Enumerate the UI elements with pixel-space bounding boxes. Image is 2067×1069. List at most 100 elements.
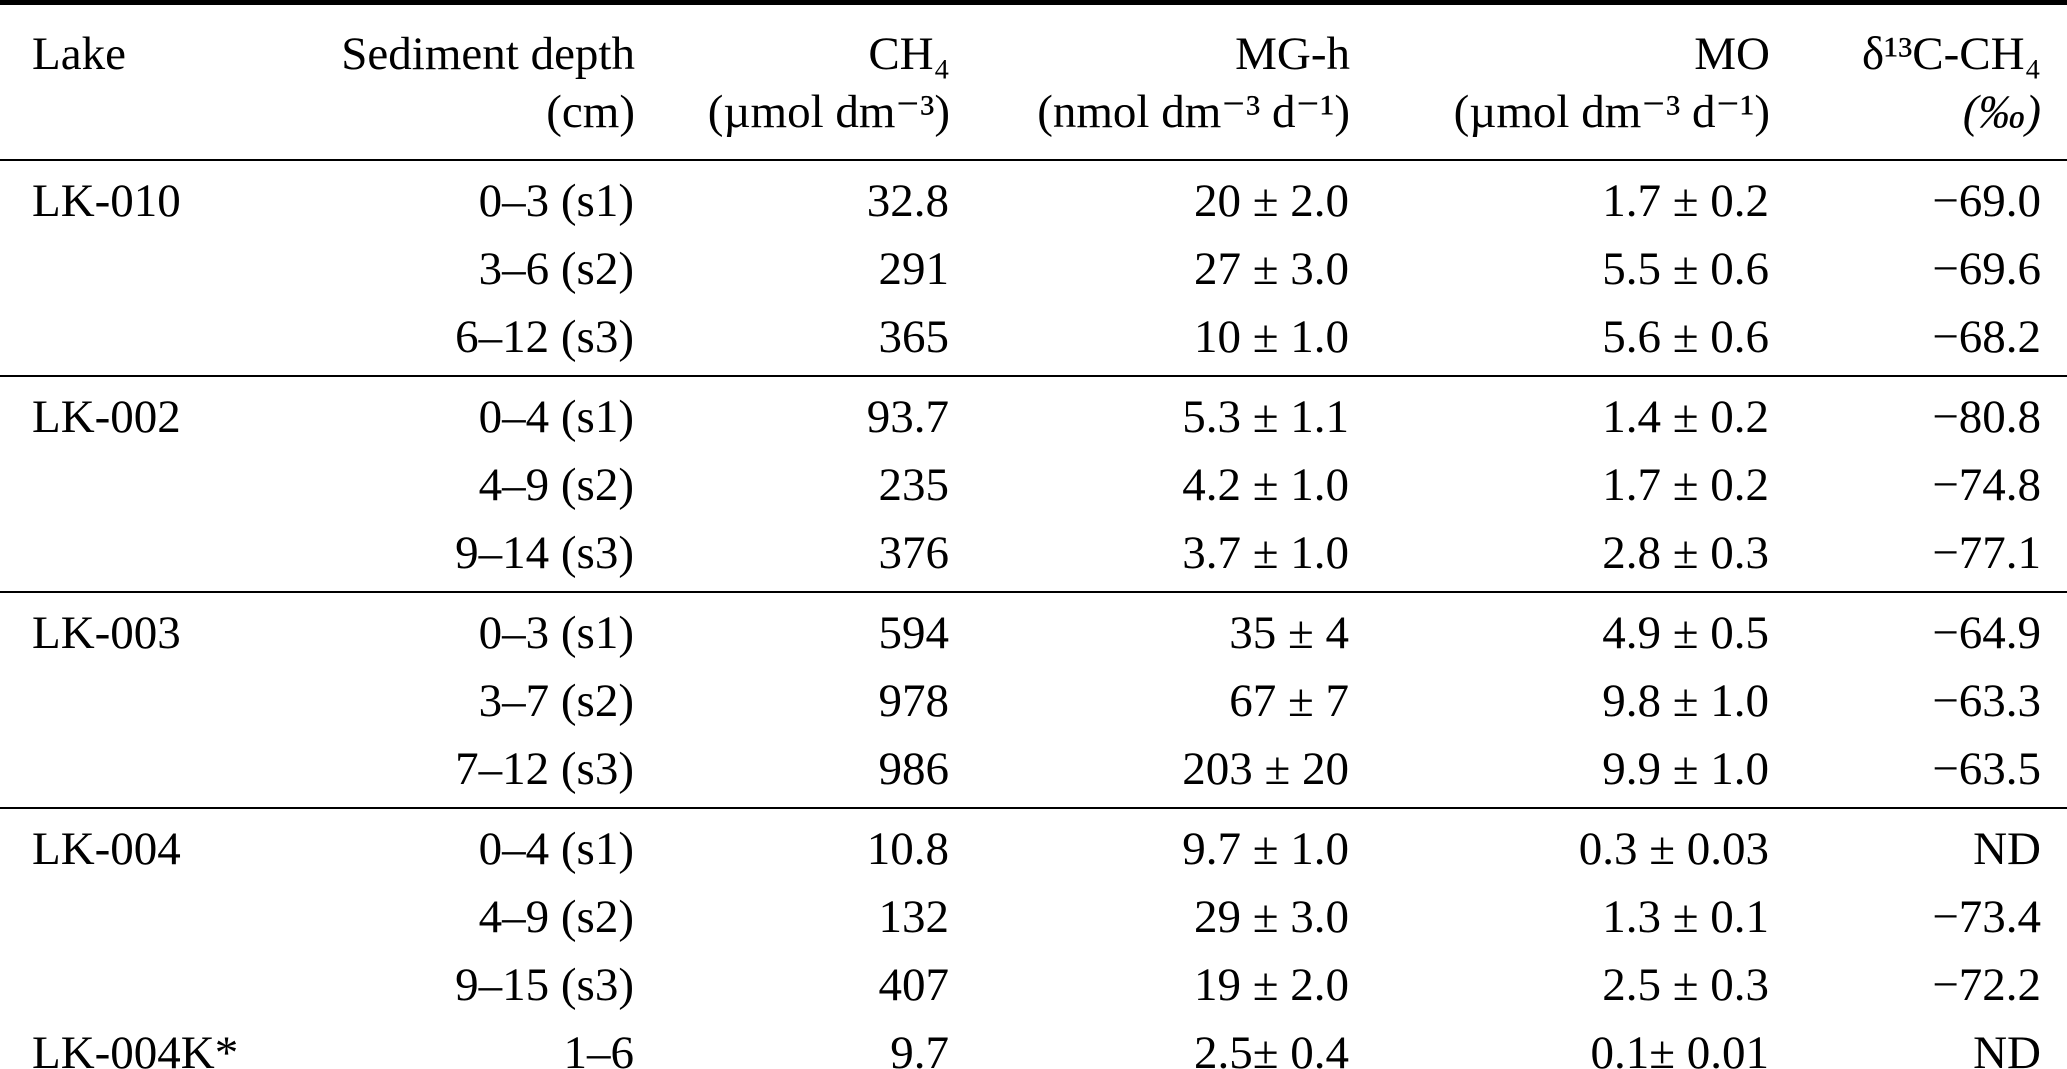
- value-cell: ND: [1973, 823, 2041, 875]
- table-row: 4–9 (s2) 235 4.2 ± 1.0 1.7 ± 0.2 −74.8: [0, 451, 2067, 519]
- lake-cell: [0, 303, 320, 376]
- column-label: Sediment depth: [341, 28, 635, 80]
- value-cell: ND: [1973, 1027, 2041, 1069]
- value-cell: 0–3 (s1): [478, 607, 634, 659]
- value-cell: 1.7 ± 0.2: [1602, 175, 1769, 227]
- table-row: 4–9 (s2) 132 29 ± 3.0 1.3 ± 0.1 −73.4: [0, 883, 2067, 951]
- value-cell: −63.5: [1932, 743, 2041, 795]
- value-cell: 10.8: [866, 823, 949, 875]
- value-cell: 235: [878, 459, 950, 511]
- value-cell: 3–7 (s2): [478, 675, 634, 727]
- value-cell: 5.6 ± 0.6: [1602, 311, 1769, 363]
- column-label: MG-h: [1235, 28, 1350, 80]
- value-cell: 4–9 (s2): [478, 459, 634, 511]
- value-cell: 9.9 ± 1.0: [1602, 743, 1769, 795]
- value-cell: 27 ± 3.0: [1193, 243, 1349, 295]
- value-cell: 407: [878, 959, 950, 1011]
- value-cell: −77.1: [1932, 527, 2041, 579]
- value-cell: 978: [878, 675, 950, 727]
- value-cell: 4.2 ± 1.0: [1182, 459, 1349, 511]
- value-cell: −69.0: [1932, 175, 2041, 227]
- value-cell: 6–12 (s3): [455, 311, 634, 363]
- value-cell: 2.5± 0.4: [1193, 1027, 1349, 1069]
- lake-group-lk-002: LK-002 0–4 (s1) 93.7 5.3 ± 1.1 1.4 ± 0.2 −80.…: [0, 376, 2067, 592]
- value-cell: −64.9: [1932, 607, 2041, 659]
- lake-cell: [0, 883, 320, 951]
- value-cell: 203 ± 20: [1182, 743, 1349, 795]
- lake-cell: LK-004K*: [32, 1027, 239, 1069]
- column-label: δ¹³C-CH₄: [1861, 28, 2041, 80]
- value-cell: −80.8: [1932, 391, 2041, 443]
- lake-cell: [0, 951, 320, 1019]
- lake-group-lk-010: LK-010 0–3 (s1) 32.8 20 ± 2.0 1.7 ± 0.2 −69.0…: [0, 160, 2067, 376]
- lake-group-lk-003: LK-003 0–3 (s1) 594 35 ± 4 4.9 ± 0.5 −64.9 3–7…: [0, 592, 2067, 808]
- value-cell: 291: [878, 243, 950, 295]
- column-unit: (µmol dm⁻³): [707, 86, 950, 138]
- value-cell: 4.9 ± 0.5: [1602, 607, 1769, 659]
- lake-cell: [0, 667, 320, 735]
- table-row: LK-004K* 1–6 9.7 2.5± 0.4 0.1± 0.01 ND: [0, 1019, 2067, 1069]
- table-row: 3–7 (s2) 978 67 ± 7 9.8 ± 1.0 −63.3: [0, 667, 2067, 735]
- value-cell: 10 ± 1.0: [1193, 311, 1349, 363]
- table-row: 9–15 (s3) 407 19 ± 2.0 2.5 ± 0.3 −72.2: [0, 951, 2067, 1019]
- value-cell: 0–3 (s1): [478, 175, 634, 227]
- column-unit: (µmol dm⁻³ d⁻¹): [1453, 86, 1770, 138]
- value-cell: 594: [878, 607, 950, 659]
- value-cell: 9–14 (s3): [455, 527, 634, 579]
- table-row: LK-010 0–3 (s1) 32.8 20 ± 2.0 1.7 ± 0.2 −69.0: [0, 160, 2067, 235]
- value-cell: −74.8: [1932, 459, 2041, 511]
- lake-cell: LK-010: [32, 175, 181, 227]
- value-cell: −73.4: [1932, 891, 2041, 943]
- value-cell: 2.8 ± 0.3: [1602, 527, 1769, 579]
- table-header: Lake Sediment depth (cm) CH₄ (µmol dm⁻³)…: [0, 3, 2067, 161]
- lake-cell: LK-002: [32, 391, 181, 443]
- value-cell: 4–9 (s2): [478, 891, 634, 943]
- header-row: Lake Sediment depth (cm) CH₄ (µmol dm⁻³)…: [0, 3, 2067, 161]
- lake-group-lk-004: LK-004 0–4 (s1) 10.8 9.7 ± 1.0 0.3 ± 0.03 ND 4…: [0, 808, 2067, 1069]
- table-row: LK-003 0–3 (s1) 594 35 ± 4 4.9 ± 0.5 −64.9: [0, 592, 2067, 667]
- table-row: 7–12 (s3) 986 203 ± 20 9.9 ± 1.0 −63.5: [0, 735, 2067, 808]
- table-row: LK-002 0–4 (s1) 93.7 5.3 ± 1.1 1.4 ± 0.2 −80.…: [0, 376, 2067, 451]
- column-unit: (nmol dm⁻³ d⁻¹): [1037, 86, 1350, 138]
- value-cell: 1.7 ± 0.2: [1602, 459, 1769, 511]
- table-row: 3–6 (s2) 291 27 ± 3.0 5.5 ± 0.6 −69.6: [0, 235, 2067, 303]
- column-unit: (‰): [1962, 86, 2041, 138]
- column-header-d13c-ch4: δ¹³C-CH₄ (‰): [1770, 3, 2067, 161]
- lake-cell: [0, 451, 320, 519]
- column-header-mo: MO (µmol dm⁻³ d⁻¹): [1350, 3, 1770, 161]
- lake-cell: LK-004: [32, 823, 181, 875]
- value-cell: 3–6 (s2): [478, 243, 634, 295]
- table-row: LK-004 0–4 (s1) 10.8 9.7 ± 1.0 0.3 ± 0.03 ND: [0, 808, 2067, 883]
- value-cell: 0.1± 0.01: [1590, 1027, 1769, 1069]
- value-cell: −72.2: [1932, 959, 2041, 1011]
- value-cell: 1–6: [563, 1027, 635, 1069]
- value-cell: 19 ± 2.0: [1193, 959, 1349, 1011]
- value-cell: 9.7 ± 1.0: [1182, 823, 1349, 875]
- value-cell: 32.8: [866, 175, 949, 227]
- value-cell: −68.2: [1932, 311, 2041, 363]
- value-cell: 93.7: [866, 391, 949, 443]
- column-header-ch4: CH₄ (µmol dm⁻³): [635, 3, 950, 161]
- value-cell: 376: [878, 527, 950, 579]
- value-cell: 0–4 (s1): [478, 391, 634, 443]
- value-cell: 35 ± 4: [1229, 607, 1349, 659]
- value-cell: 986: [878, 743, 950, 795]
- value-cell: 9.7: [890, 1027, 949, 1069]
- value-cell: 67 ± 7: [1229, 675, 1349, 727]
- column-header-lake: Lake: [0, 3, 320, 161]
- value-cell: 132: [878, 891, 950, 943]
- column-header-mg-h: MG-h (nmol dm⁻³ d⁻¹): [950, 3, 1350, 161]
- value-cell: 2.5 ± 0.3: [1602, 959, 1769, 1011]
- value-cell: 29 ± 3.0: [1193, 891, 1349, 943]
- lake-cell: LK-003: [32, 607, 181, 659]
- value-cell: 3.7 ± 1.0: [1182, 527, 1349, 579]
- value-cell: −69.6: [1932, 243, 2041, 295]
- value-cell: 1.3 ± 0.1: [1602, 891, 1769, 943]
- value-cell: 9–15 (s3): [455, 959, 634, 1011]
- value-cell: 0.3 ± 0.03: [1578, 823, 1769, 875]
- lake-cell: [0, 235, 320, 303]
- value-cell: 0–4 (s1): [478, 823, 634, 875]
- column-header-sediment-depth: Sediment depth (cm): [320, 3, 635, 161]
- value-cell: 7–12 (s3): [455, 743, 634, 795]
- lake-cell: [0, 519, 320, 592]
